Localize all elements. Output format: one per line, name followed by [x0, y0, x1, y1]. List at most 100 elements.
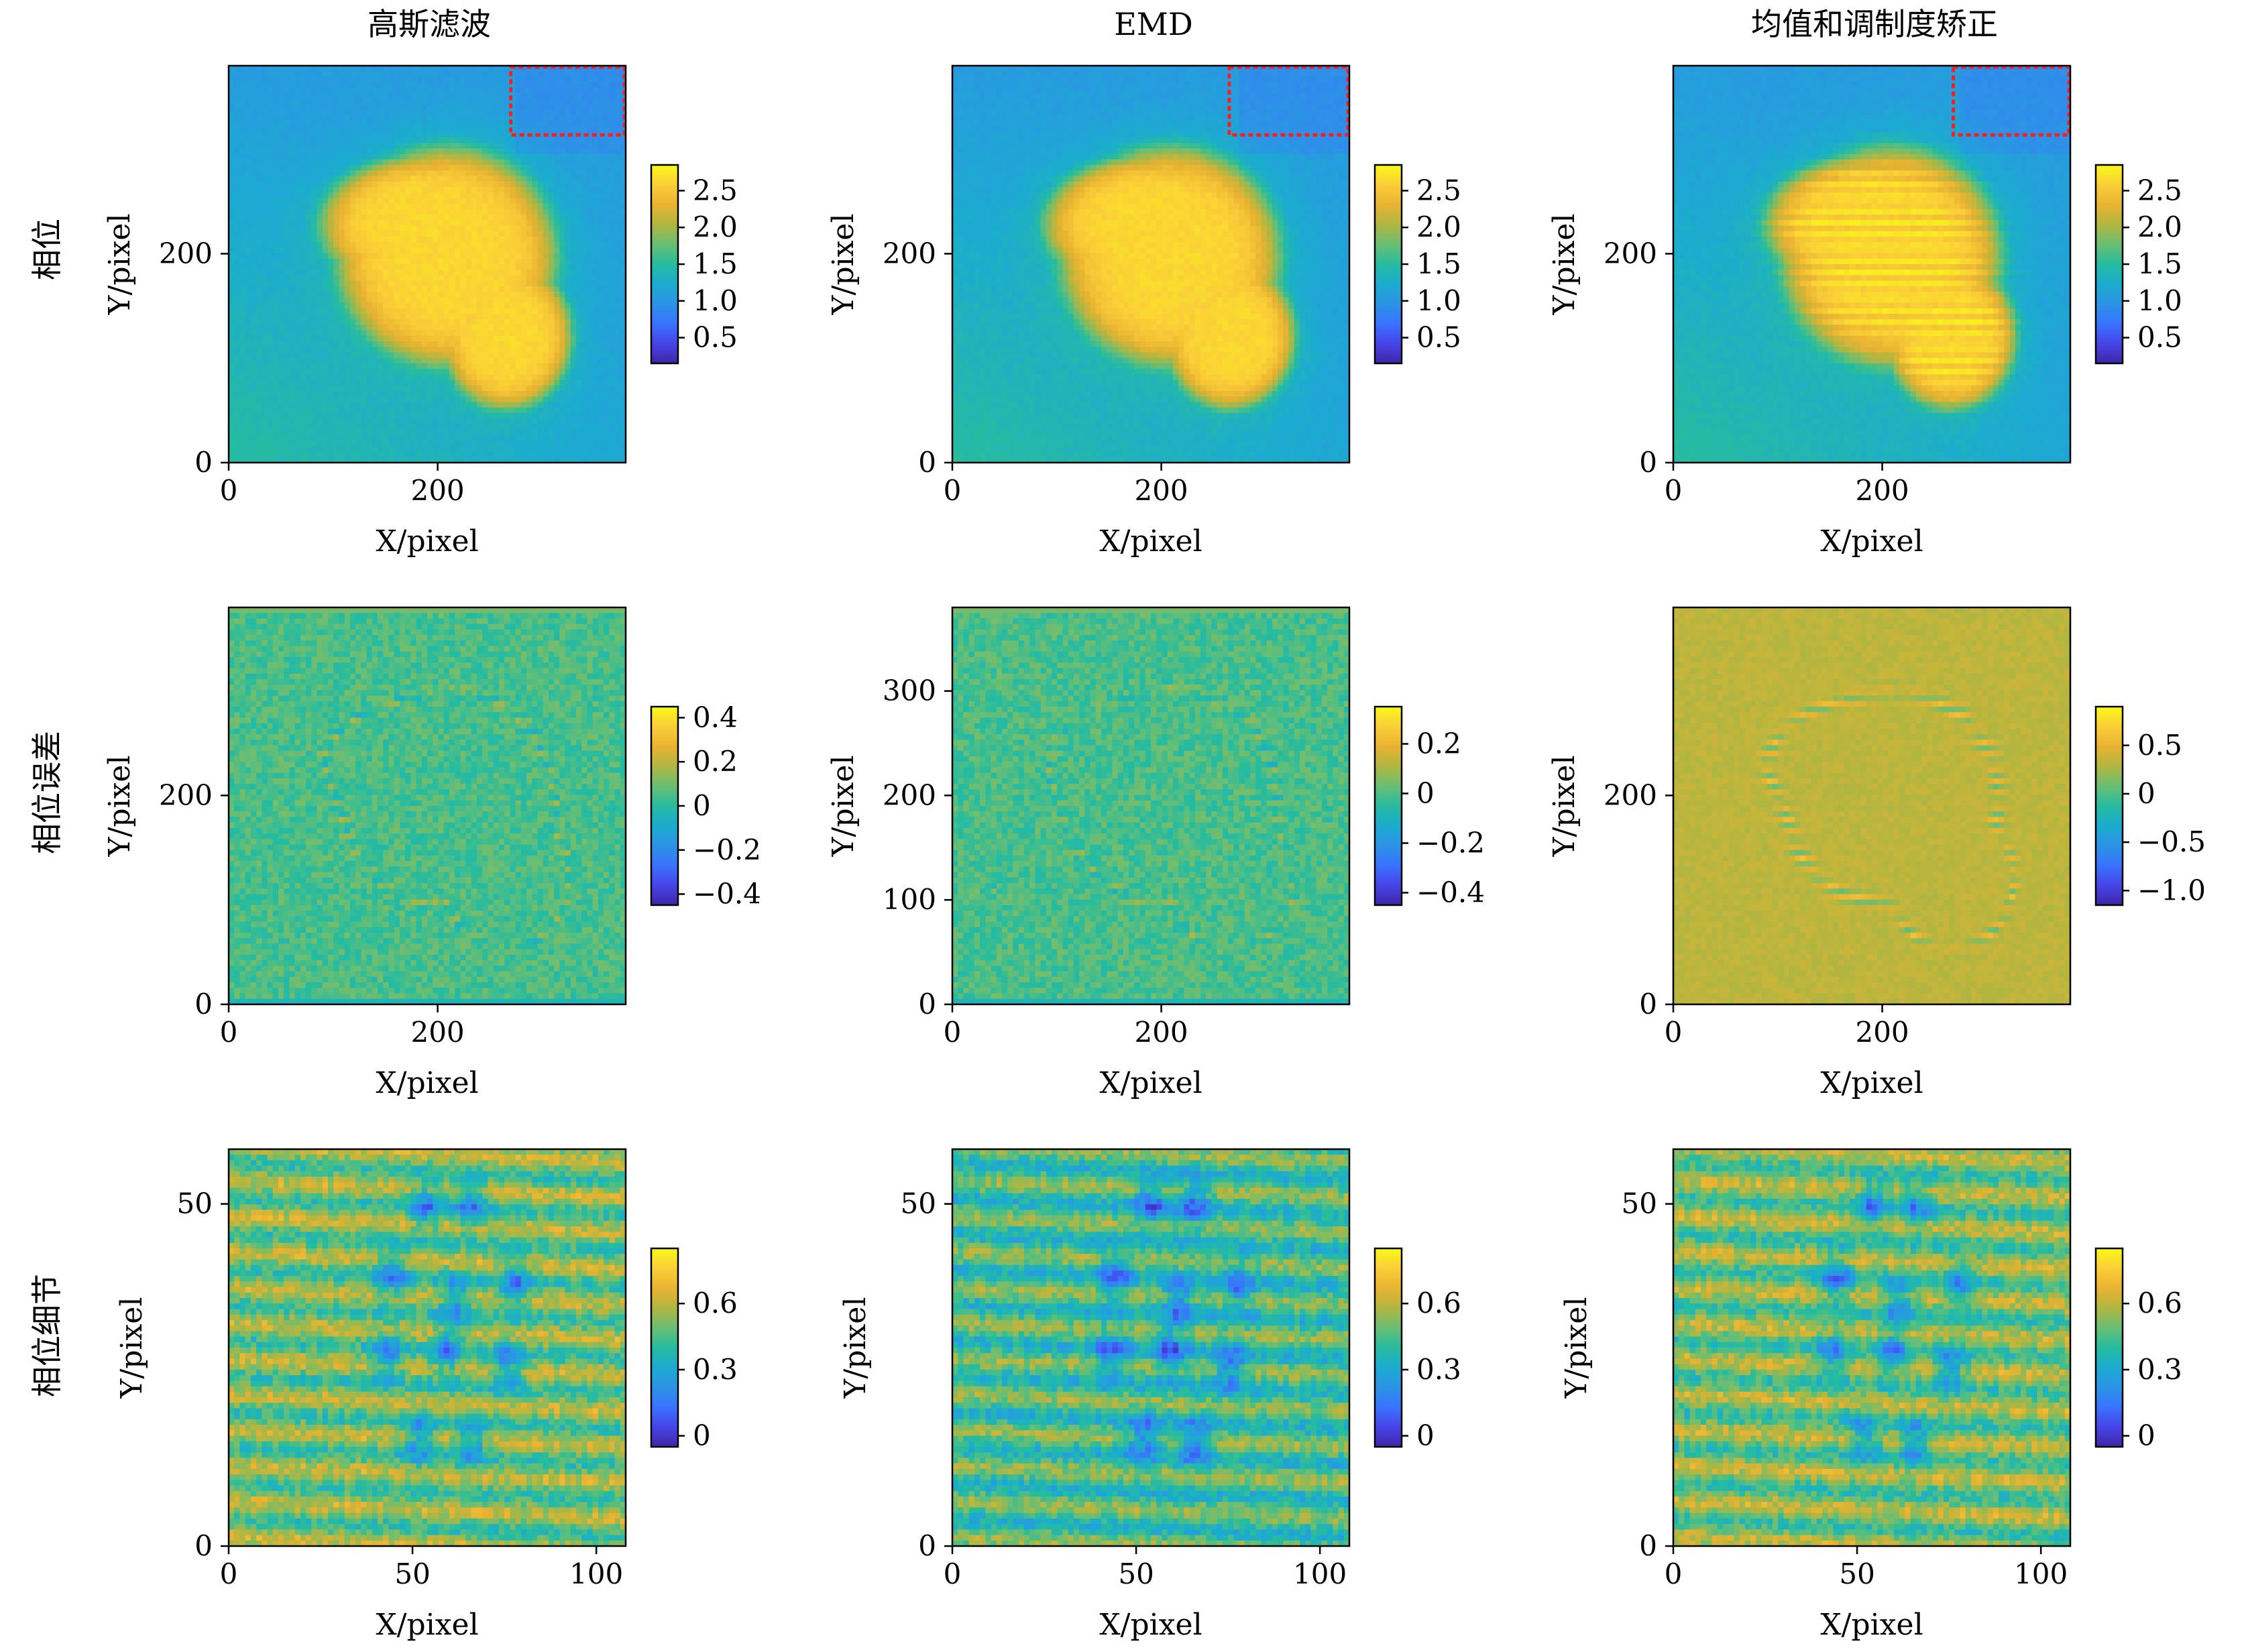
heatmap-cell	[333, 87, 340, 94]
heatmap-cell	[620, 236, 626, 243]
heatmap-cell	[311, 104, 318, 111]
heatmap-cell	[565, 319, 571, 326]
heatmap-cell	[576, 369, 582, 375]
heatmap-cell	[322, 297, 329, 304]
heatmap-cell	[609, 93, 616, 99]
heatmap-cell	[300, 440, 306, 447]
heatmap-cell	[604, 253, 610, 259]
heatmap-cell	[482, 286, 489, 292]
heatmap-cell	[322, 247, 329, 254]
heatmap-cell	[344, 385, 351, 392]
heatmap-cell	[355, 176, 361, 182]
heatmap-cell	[322, 215, 329, 221]
heatmap-cell	[366, 170, 373, 177]
heatmap-cell	[355, 413, 361, 419]
heatmap-cell	[317, 253, 323, 259]
heatmap-cell	[229, 434, 235, 441]
heatmap-cell	[399, 82, 406, 88]
heatmap-cell	[311, 352, 318, 359]
heatmap-cell	[438, 126, 445, 133]
heatmap-cell	[493, 121, 500, 127]
heatmap-cell	[438, 407, 445, 414]
heatmap-cell	[581, 352, 588, 359]
heatmap-cell	[598, 192, 604, 198]
heatmap-cell	[488, 247, 494, 254]
heatmap-cell	[510, 121, 516, 127]
heatmap-cell	[592, 82, 599, 88]
heatmap-cell	[344, 176, 351, 182]
heatmap-cell	[300, 66, 306, 72]
heatmap-cell	[488, 176, 494, 182]
heatmap-cell	[515, 131, 522, 138]
heatmap-cell	[465, 181, 472, 188]
heatmap-cell	[239, 434, 246, 441]
heatmap-cell	[339, 121, 345, 127]
heatmap-cell	[554, 418, 560, 425]
heatmap-cell	[361, 186, 368, 193]
heatmap-cell	[614, 170, 621, 177]
heatmap-cell	[256, 413, 262, 419]
heatmap-cell	[471, 215, 478, 221]
heatmap-cell	[284, 341, 290, 347]
heatmap-cell	[443, 131, 450, 138]
heatmap-cell	[256, 385, 262, 392]
heatmap-cell	[378, 302, 384, 309]
heatmap-cell	[256, 446, 262, 453]
heatmap-cell	[471, 71, 478, 78]
heatmap-cell	[609, 347, 616, 353]
heatmap-cell	[344, 424, 351, 430]
heatmap-cell	[438, 424, 445, 430]
heatmap-cell	[515, 413, 522, 419]
heatmap-cell	[388, 270, 395, 276]
heatmap-cell	[488, 159, 494, 166]
heatmap-cell	[383, 148, 390, 155]
heatmap-cell	[416, 176, 423, 182]
heatmap-cell	[306, 413, 312, 419]
heatmap-cell	[399, 297, 406, 304]
heatmap-cell	[504, 76, 510, 83]
heatmap-cell	[378, 270, 384, 276]
heatmap-cell	[355, 440, 361, 447]
heatmap-cell	[465, 280, 472, 287]
heatmap-cell	[394, 181, 400, 188]
heatmap-cell	[322, 203, 329, 210]
heatmap-cell	[239, 275, 246, 282]
heatmap-cell	[333, 126, 340, 133]
heatmap-cell	[355, 308, 361, 314]
heatmap-cell	[604, 434, 610, 441]
heatmap-cell	[416, 302, 423, 309]
heatmap-cell	[433, 264, 439, 270]
heatmap-cell	[570, 319, 577, 326]
heatmap-cell	[383, 314, 390, 320]
heatmap-cell	[493, 275, 500, 282]
heatmap-cell	[576, 186, 582, 193]
heatmap-cell	[366, 385, 373, 392]
heatmap-cell	[306, 220, 312, 227]
heatmap-cell	[245, 335, 251, 342]
heatmap-cell	[256, 418, 262, 425]
heatmap-cell	[229, 253, 235, 259]
heatmap-cell	[317, 215, 323, 221]
heatmap-cell	[262, 192, 268, 198]
heatmap-cell	[272, 280, 279, 287]
heatmap-cell	[526, 280, 532, 287]
heatmap-cell	[328, 363, 334, 369]
heatmap-cell	[598, 302, 604, 309]
heatmap-cell	[300, 186, 306, 193]
heatmap-cell	[515, 192, 522, 198]
heatmap-cell	[250, 330, 257, 337]
heatmap-cell	[604, 302, 610, 309]
heatmap-cell	[278, 363, 284, 369]
heatmap-cell	[317, 104, 323, 111]
heatmap-cell	[609, 391, 616, 397]
heatmap-cell	[526, 154, 532, 160]
heatmap-cell	[532, 225, 539, 232]
heatmap-cell	[554, 82, 560, 88]
heatmap-cell	[245, 93, 251, 99]
heatmap-cell	[311, 418, 318, 425]
heatmap-cell	[328, 165, 334, 171]
heatmap-cell	[581, 418, 588, 425]
heatmap-cell	[460, 330, 467, 337]
heatmap-cell	[465, 391, 472, 397]
heatmap-cell	[520, 165, 527, 171]
